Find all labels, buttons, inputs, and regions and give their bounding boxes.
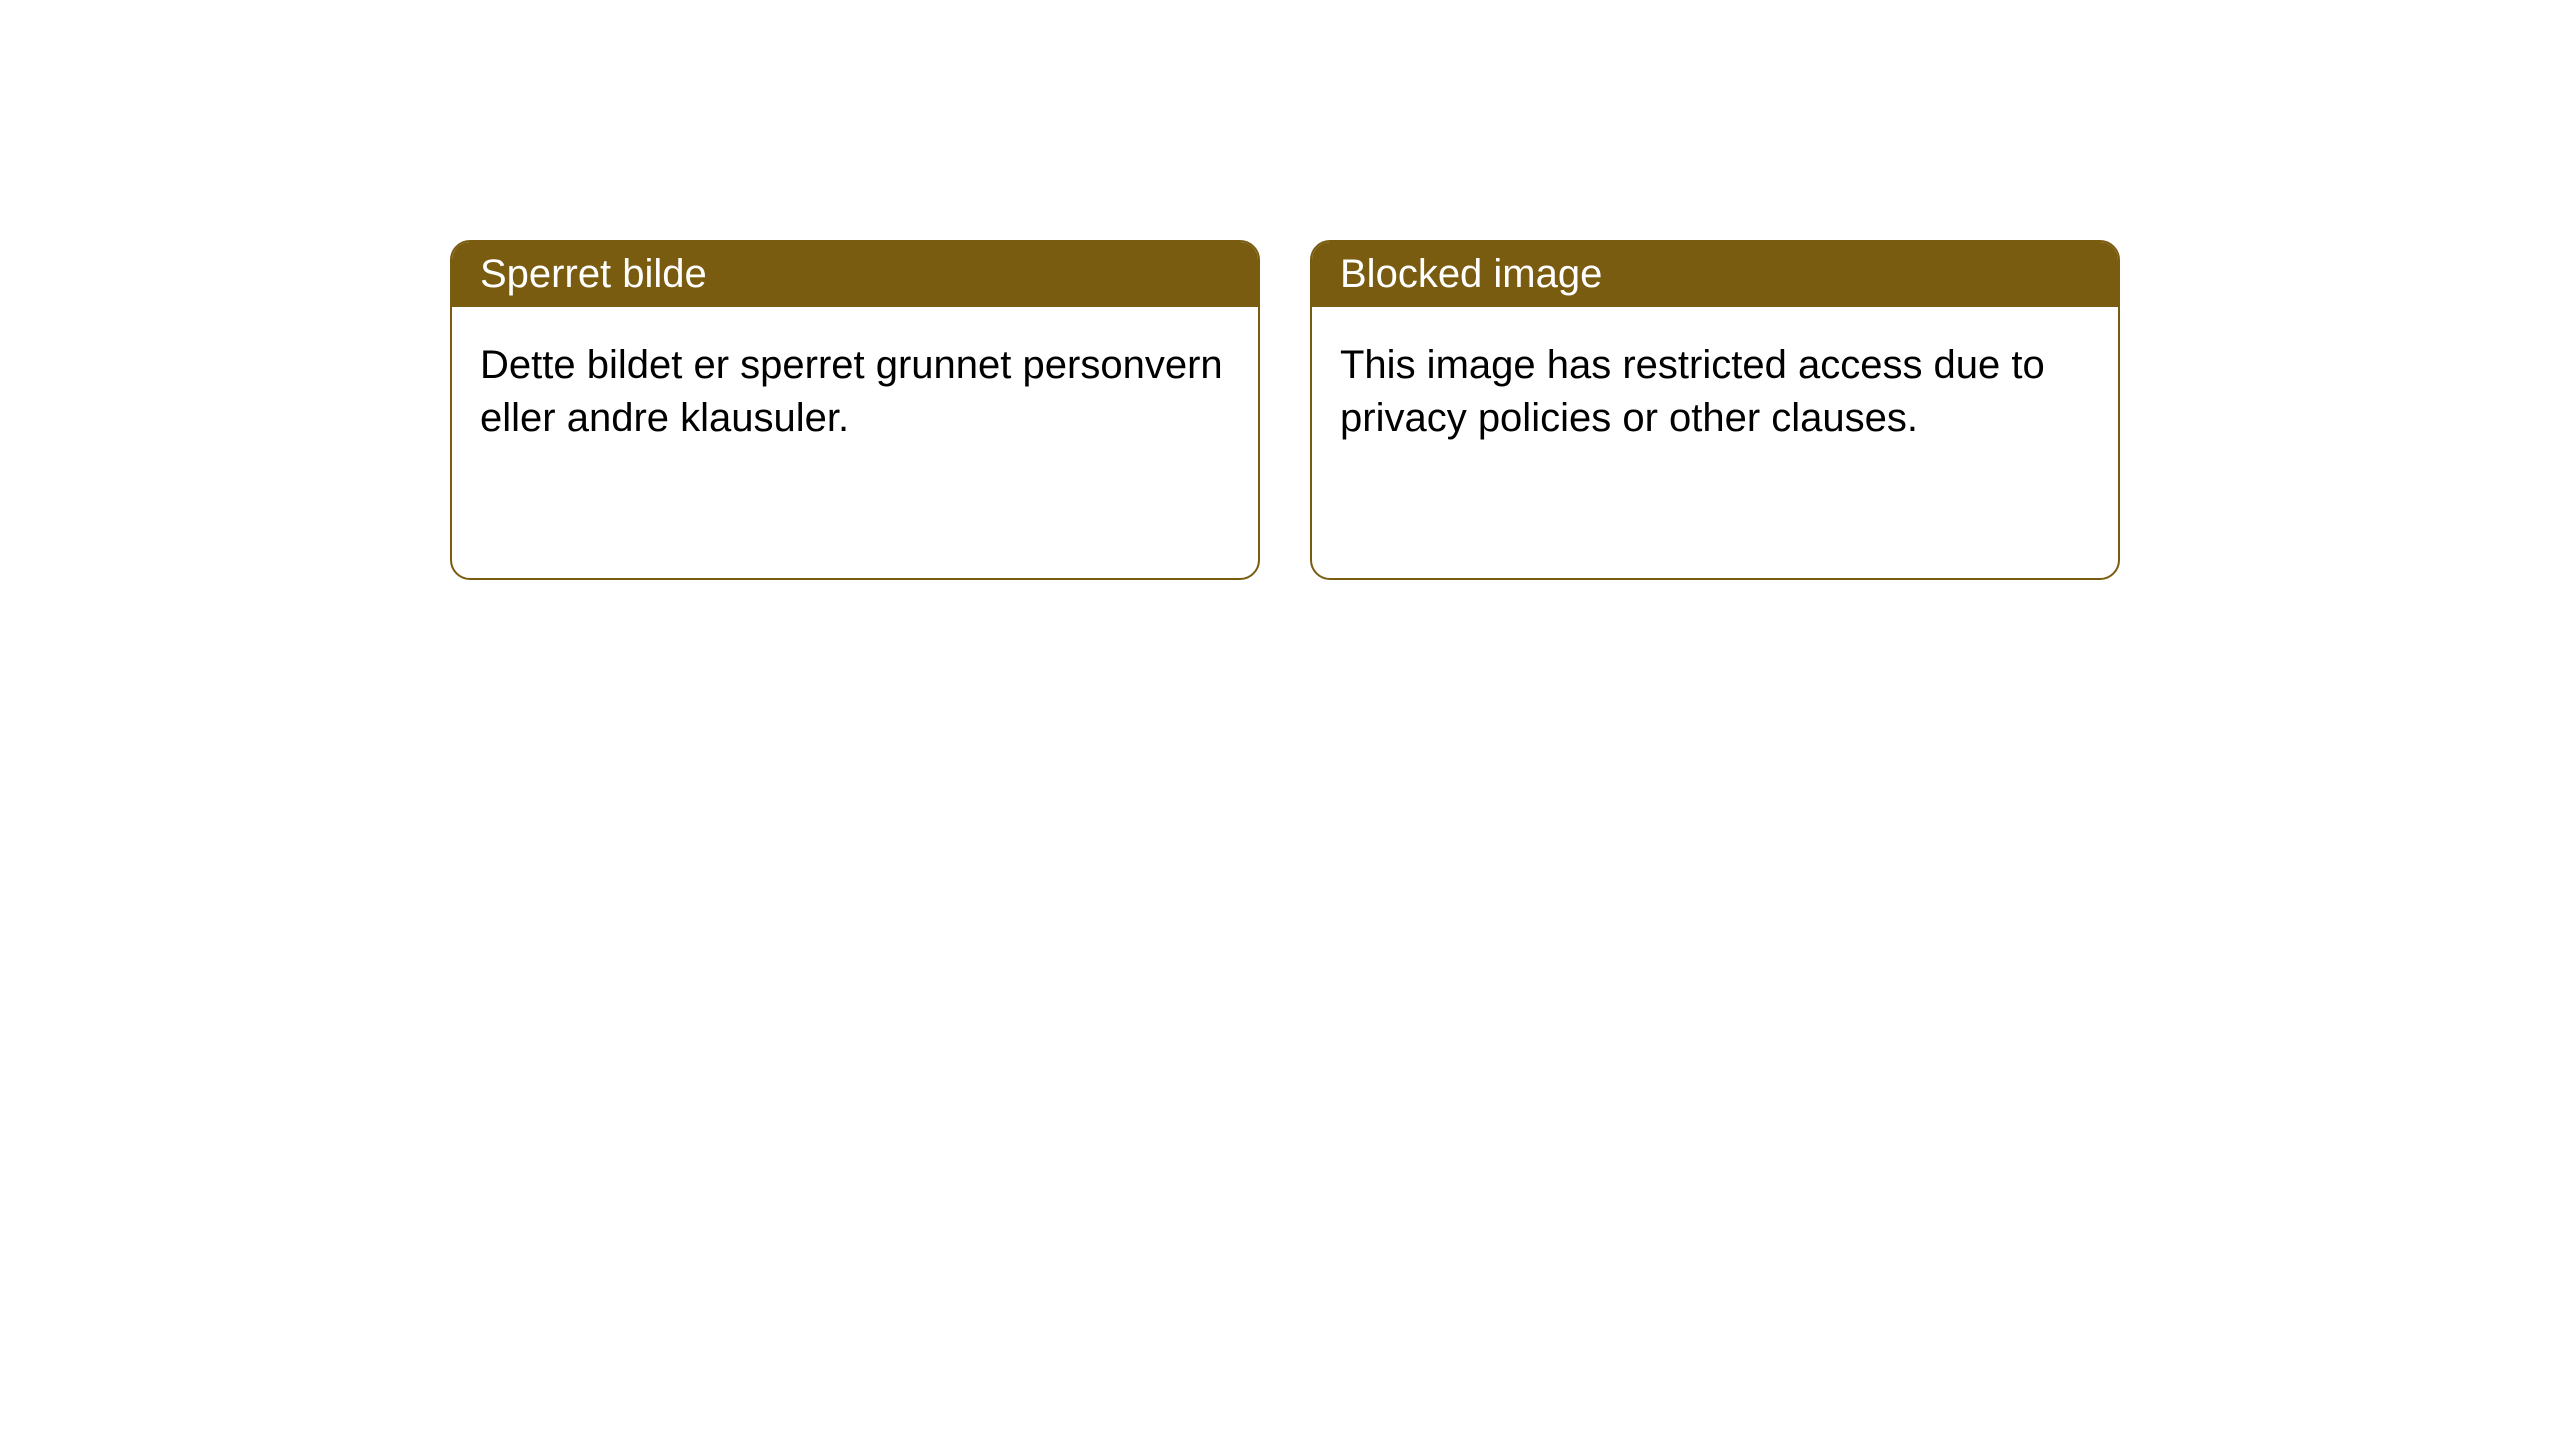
notice-box-norwegian: Sperret bilde Dette bildet er sperret gr… bbox=[450, 240, 1260, 580]
notice-body: This image has restricted access due to … bbox=[1312, 307, 2118, 477]
notice-body: Dette bildet er sperret grunnet personve… bbox=[452, 307, 1258, 477]
notice-title: Sperret bilde bbox=[452, 242, 1258, 307]
notice-container: Sperret bilde Dette bildet er sperret gr… bbox=[0, 0, 2560, 580]
notice-box-english: Blocked image This image has restricted … bbox=[1310, 240, 2120, 580]
notice-title: Blocked image bbox=[1312, 242, 2118, 307]
